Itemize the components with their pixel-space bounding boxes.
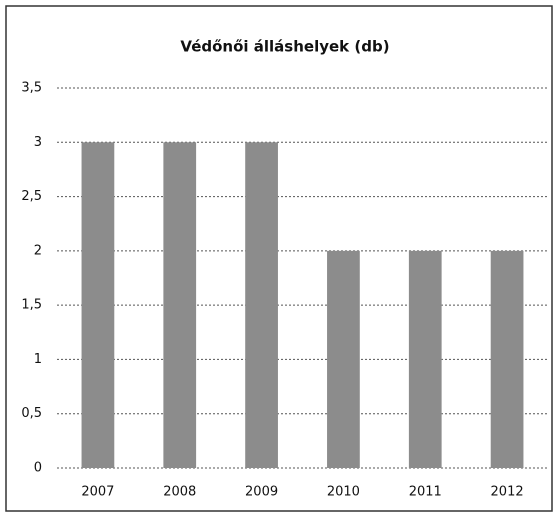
bar	[245, 142, 278, 469]
bar	[163, 142, 197, 469]
bar	[81, 142, 115, 469]
y-tick-label: 2,5	[21, 189, 42, 204]
y-tick-label: 1	[34, 352, 42, 367]
x-tick-label: 2011	[409, 485, 442, 500]
bar	[327, 250, 360, 468]
x-tick-label: 2012	[491, 485, 524, 500]
y-tick-label: 3	[34, 135, 42, 150]
y-tick-label: 0	[34, 461, 42, 476]
bar	[408, 250, 442, 468]
x-tick-label: 2008	[163, 485, 196, 500]
y-tick-label: 0,5	[21, 406, 42, 421]
x-tick-label: 2009	[245, 485, 278, 500]
chart-title: Védőnői álláshelyek (db)	[180, 38, 389, 56]
x-tick-label: 2007	[81, 485, 114, 500]
y-tick-label: 3,5	[21, 81, 42, 96]
y-tick-label: 1,5	[21, 298, 42, 313]
x-tick-label: 2010	[327, 485, 360, 500]
y-tick-label: 2	[34, 243, 42, 258]
bar	[490, 250, 524, 468]
